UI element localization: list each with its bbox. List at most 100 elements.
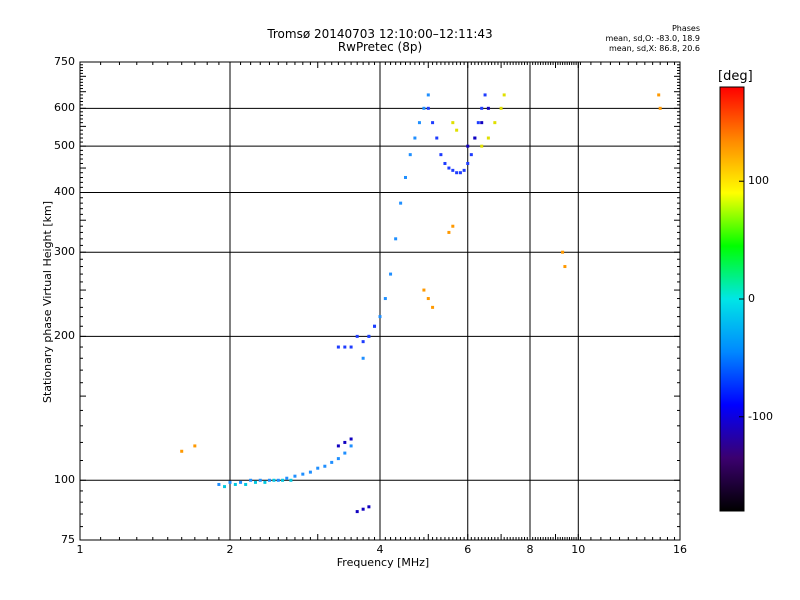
echo-point bbox=[349, 437, 353, 441]
echo-point bbox=[443, 161, 447, 165]
echo-point bbox=[293, 474, 297, 478]
echo-point bbox=[239, 480, 243, 484]
echo-point bbox=[483, 93, 487, 97]
echo-point bbox=[451, 121, 455, 125]
echo-point bbox=[244, 482, 248, 486]
stats-x-mode: mean, sd,X: 86.8, 20.6 bbox=[609, 44, 700, 53]
echo-point bbox=[563, 265, 567, 269]
echo-point bbox=[272, 478, 276, 482]
chart-title-line2: RwPretec (8p) bbox=[337, 40, 423, 54]
echo-point bbox=[466, 144, 470, 148]
echo-point bbox=[458, 171, 462, 175]
colorbar-frame bbox=[719, 86, 745, 512]
echo-point bbox=[323, 464, 327, 468]
echo-point bbox=[502, 93, 506, 97]
y-tick-label: 300 bbox=[54, 245, 75, 259]
echo-point bbox=[486, 136, 490, 140]
echo-point bbox=[447, 230, 451, 234]
echo-point bbox=[276, 478, 280, 482]
vertical-gridlines bbox=[229, 62, 579, 540]
echo-point bbox=[561, 250, 565, 254]
echo-point bbox=[383, 297, 387, 301]
echo-points bbox=[180, 93, 662, 514]
colorbar-unit-label: [deg] bbox=[718, 69, 753, 84]
plot-frame bbox=[79, 61, 681, 541]
echo-point bbox=[355, 334, 359, 338]
echo-point bbox=[451, 224, 455, 228]
echo-point bbox=[493, 121, 497, 125]
echo-point bbox=[301, 472, 305, 476]
echo-point bbox=[480, 121, 484, 125]
echo-point bbox=[439, 153, 443, 157]
echo-point bbox=[223, 485, 227, 489]
echo-point bbox=[361, 356, 365, 360]
x-tick-label: 10 bbox=[571, 543, 586, 556]
colorbar-tick-label: 0 bbox=[748, 292, 755, 305]
stats-o-mode: mean, sd,O: -83.0, 18.9 bbox=[605, 34, 700, 43]
echo-point bbox=[399, 201, 403, 205]
x-tick-label: 2 bbox=[226, 543, 234, 556]
echo-point bbox=[473, 136, 477, 140]
echo-point bbox=[349, 345, 353, 349]
echo-point bbox=[361, 507, 365, 511]
echo-point bbox=[367, 505, 371, 509]
chart-title-line1: Tromsø 20140703 12:10:00–12:11:43 bbox=[267, 27, 493, 41]
echo-point bbox=[263, 480, 267, 484]
echo-point bbox=[486, 106, 490, 110]
echo-point bbox=[343, 345, 347, 349]
echo-point bbox=[426, 93, 430, 97]
echo-point bbox=[253, 480, 257, 484]
x-tick-label: 4 bbox=[376, 543, 384, 556]
echo-point bbox=[281, 478, 285, 482]
y-tick-label: 600 bbox=[54, 101, 75, 115]
echo-point bbox=[193, 444, 197, 448]
echo-point bbox=[336, 457, 340, 461]
echo-point bbox=[426, 297, 430, 301]
echo-point bbox=[422, 106, 426, 110]
y-tick-label: 400 bbox=[54, 185, 75, 199]
y-tick-label: 500 bbox=[54, 139, 75, 153]
echo-point bbox=[451, 168, 455, 172]
echo-point bbox=[422, 288, 426, 292]
echo-point bbox=[258, 478, 262, 482]
echo-point bbox=[233, 482, 237, 486]
echo-point bbox=[403, 175, 407, 179]
echo-point bbox=[267, 478, 271, 482]
stats-heading: Phases bbox=[671, 24, 700, 33]
echo-point bbox=[462, 168, 466, 172]
y-tick-label: 200 bbox=[54, 329, 75, 343]
echo-point bbox=[336, 345, 340, 349]
colorbar-tick-label: -100 bbox=[748, 409, 773, 423]
echo-point bbox=[413, 136, 417, 140]
echo-point bbox=[431, 305, 435, 309]
colorbar-tick-label: 100 bbox=[748, 174, 769, 188]
echo-point bbox=[408, 153, 412, 157]
colorbar-ticks bbox=[719, 86, 745, 512]
x-tick-label: 16 bbox=[673, 543, 687, 556]
echo-point bbox=[476, 121, 480, 125]
echo-point bbox=[417, 121, 421, 125]
echo-point bbox=[343, 451, 347, 455]
echo-point bbox=[435, 136, 439, 140]
x-tick-label: 1 bbox=[76, 543, 84, 556]
echo-point bbox=[285, 476, 289, 480]
horizontal-gridlines bbox=[80, 107, 680, 481]
echo-point bbox=[658, 106, 662, 110]
x-axis-label: Frequency [MHz] bbox=[336, 556, 430, 569]
echo-point bbox=[308, 470, 312, 474]
x-tick-label: 6 bbox=[464, 543, 472, 556]
echo-point bbox=[217, 482, 221, 486]
y-tick-label: 750 bbox=[54, 55, 75, 68]
echo-point bbox=[228, 480, 232, 484]
echo-point bbox=[455, 171, 459, 175]
echo-point bbox=[180, 449, 184, 453]
echo-point bbox=[499, 106, 503, 110]
echo-point bbox=[361, 340, 365, 344]
echo-point bbox=[480, 106, 484, 110]
echo-point bbox=[349, 444, 353, 448]
y-tick-label: 75 bbox=[61, 533, 75, 546]
echo-point bbox=[373, 324, 377, 328]
y-tick-label: 100 bbox=[54, 473, 75, 487]
echo-point bbox=[316, 466, 320, 470]
